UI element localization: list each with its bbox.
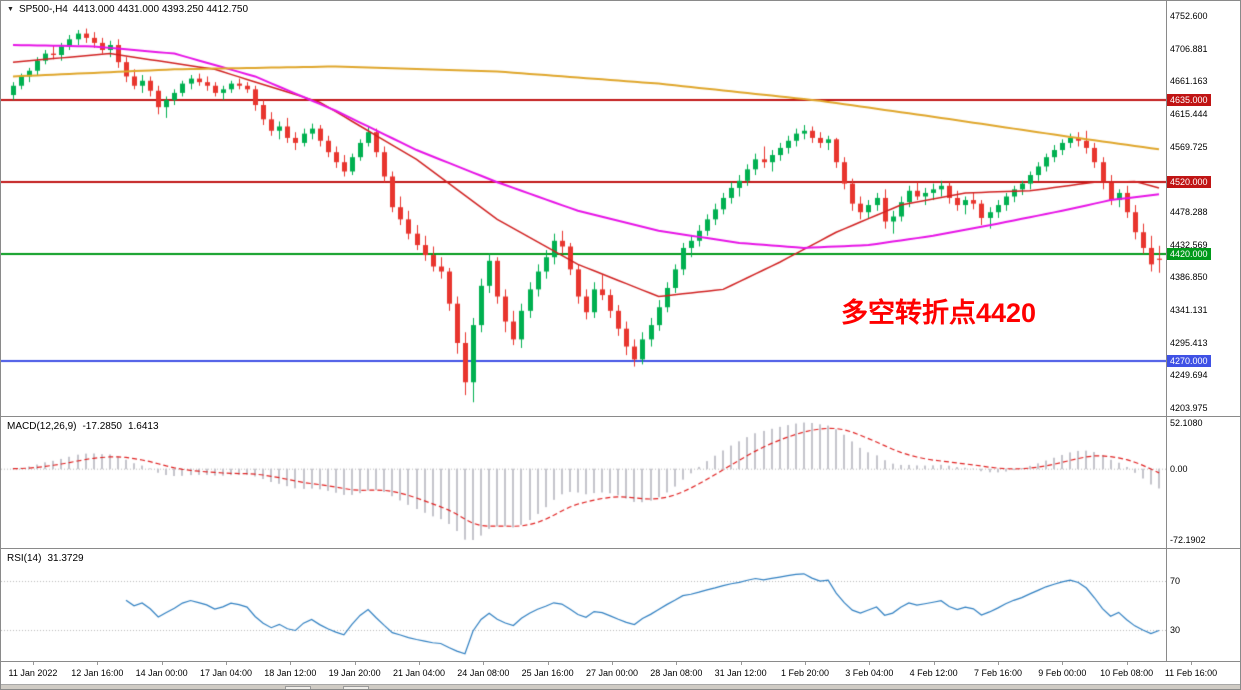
macd-indicator-canvas[interactable] <box>1 417 1166 548</box>
time-tick-mark <box>934 662 935 665</box>
macd-name-label: MACD(12,26,9) <box>7 421 77 432</box>
time-tick-mark <box>869 662 870 665</box>
panel-separator-rsi-timescale <box>1 661 1240 662</box>
time-tick-mark <box>676 662 677 665</box>
rsi-indicator-canvas[interactable] <box>1 549 1166 661</box>
time-tick-mark <box>162 662 163 665</box>
time-tick-label: 18 Jan 12:00 <box>264 668 317 678</box>
price-tick-label: 4752.600 <box>1170 11 1208 21</box>
time-tick-mark <box>483 662 484 665</box>
macd-tick-label: 52.1080 <box>1170 417 1203 428</box>
time-tick-label: 17 Jan 04:00 <box>199 668 253 678</box>
time-tick-mark <box>998 662 999 665</box>
price-line-badge: 4420.000 <box>1167 247 1211 260</box>
time-tick-mark <box>226 662 227 665</box>
rsi-indicator-label: RSI(14) 31.3729 <box>7 553 84 564</box>
time-tick-mark <box>33 662 34 665</box>
time-tick-mark <box>805 662 806 665</box>
chart-expander-icon[interactable]: ▼ <box>7 6 14 13</box>
time-tick-mark <box>290 662 291 665</box>
macd-main-value: -17.2850 <box>82 421 122 432</box>
time-tick-label: 9 Feb 00:00 <box>1038 668 1087 678</box>
price-tick-label: 4341.131 <box>1170 305 1208 315</box>
macd-tick-label: -72.1902 <box>1170 534 1206 545</box>
time-tick-label: 28 Jan 08:00 <box>650 668 703 678</box>
macd-signal-value: 1.6413 <box>127 421 159 432</box>
time-tick-mark <box>355 662 356 665</box>
time-tick-label: 7 Feb 16:00 <box>973 668 1023 678</box>
time-tick-label: 12 Jan 16:00 <box>71 668 124 678</box>
price-tick-label: 4661.163 <box>1170 76 1208 87</box>
panel-separator-main-macd <box>1 416 1240 417</box>
bottom-strip-button[interactable] <box>343 686 369 689</box>
time-tick-label: 27 Jan 00:00 <box>585 668 639 678</box>
rsi-level-label: 30 <box>1170 624 1181 635</box>
time-tick-mark <box>612 662 613 665</box>
price-line-badge: 4635.000 <box>1167 94 1211 107</box>
ohlc-values-label: 4413.000 4431.000 4393.250 4412.750 <box>72 4 249 15</box>
time-tick-label: 11 Jan 2022 <box>8 668 58 678</box>
time-tick-mark <box>419 662 420 665</box>
time-tick-mark <box>1062 662 1063 665</box>
time-tick-label: 11 Feb 16:00 <box>1164 668 1218 678</box>
symbol-timeframe-label: SP500-,H4 <box>18 4 68 15</box>
price-tick-label: 4295.413 <box>1170 337 1208 348</box>
time-tick-mark <box>97 662 98 665</box>
price-tick-label: 4249.694 <box>1170 370 1208 381</box>
price-line-badge: 4270.000 <box>1167 354 1211 367</box>
rsi-name-label: RSI(14) <box>7 553 42 564</box>
main-chart-canvas[interactable] <box>1 1 1166 416</box>
time-tick-label: 3 Feb 04:00 <box>845 668 894 678</box>
time-tick-label: 1 Feb 20:00 <box>780 668 830 678</box>
price-tick-label: 4569.725 <box>1170 141 1208 152</box>
time-tick-label: 19 Jan 20:00 <box>328 668 381 678</box>
price-scale[interactable]: 4752.600 4706.881 4661.163 4615.444 4569.725… <box>1167 1 1240 662</box>
macd-indicator-label: MACD(12,26,9) -17.2850 1.6413 <box>7 421 159 432</box>
price-tick-label: 4432.569 <box>1170 239 1208 250</box>
time-tick-label: 31 Jan 12:00 <box>714 668 767 678</box>
macd-tick-label: 0.00 <box>1170 463 1188 474</box>
trend-annotation-text: 多空转折点4420 <box>841 298 1037 328</box>
time-tick-label: 4 Feb 12:00 <box>909 668 958 678</box>
time-tick-label: 14 Jan 00:00 <box>135 668 188 678</box>
time-tick-label: 25 Jan 16:00 <box>521 668 574 678</box>
price-tick-label: 4615.444 <box>1170 109 1208 119</box>
time-tick-mark <box>1127 662 1128 665</box>
price-tick-label: 4386.850 <box>1170 272 1208 283</box>
price-tick-label: 4706.881 <box>1170 43 1208 54</box>
price-tick-label: 4203.975 <box>1170 403 1208 413</box>
time-scale[interactable]: 11 Jan 2022 12 Jan 16:00 14 Jan 00:00 17 Ja… <box>1 662 1240 684</box>
time-tick-label: 24 Jan 08:00 <box>457 668 510 678</box>
price-scale-separator <box>1166 1 1167 662</box>
price-line-badge: 4520.000 <box>1167 176 1211 189</box>
rsi-level-label: 70 <box>1170 575 1181 586</box>
time-tick-mark <box>548 662 549 665</box>
panel-separator-macd-rsi <box>1 548 1240 549</box>
time-tick-label: 10 Feb 08:00 <box>1100 668 1154 678</box>
time-tick-mark <box>1191 662 1192 665</box>
bottom-strip-button[interactable] <box>285 686 311 689</box>
price-tick-label: 4478.288 <box>1170 207 1208 217</box>
chart-header: ▼ SP500-,H4 4413.000 4431.000 4393.250 4… <box>7 4 248 15</box>
time-tick-label: 21 Jan 04:00 <box>392 668 446 678</box>
window-bottom-strip <box>1 684 1240 689</box>
rsi-value: 31.3729 <box>47 553 84 564</box>
time-tick-mark <box>741 662 742 665</box>
